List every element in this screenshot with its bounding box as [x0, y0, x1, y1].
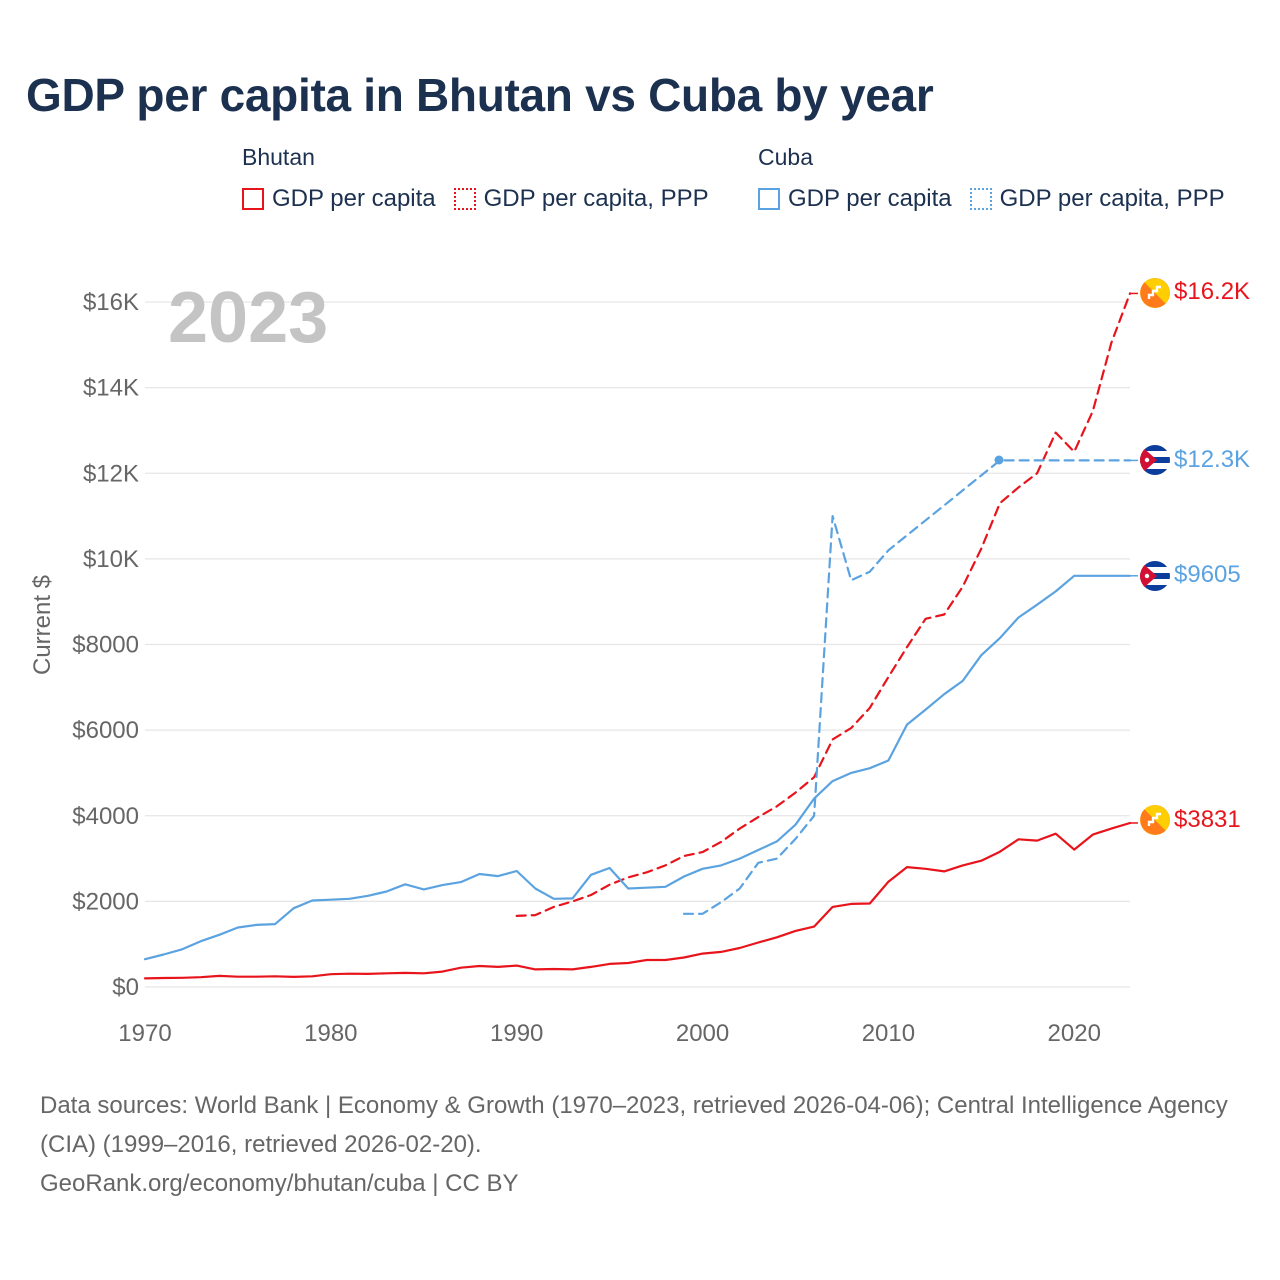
- bhutan-flag-icon: [1140, 805, 1170, 835]
- legend-item-cuba-gdp[interactable]: GDP per capita: [758, 185, 952, 213]
- bhutan-flag-icon: [1140, 278, 1170, 308]
- legend-group-bhutan: Bhutan GDP per capita GDP per capita, PP…: [242, 144, 709, 213]
- x-axis-ticks: 1970 1980 1990 2000 2010 2020: [118, 1020, 1101, 1047]
- series-line-bhutan-gdp-per-capita-ppp: [515, 292, 1132, 917]
- y-tick-label: $16K: [83, 289, 139, 316]
- series-line-cuba-gdp-per-capita-ppp: [682, 459, 1132, 915]
- cuba-ppp-last-point: [994, 455, 1004, 465]
- x-tick-label: 1990: [490, 1020, 543, 1047]
- x-tick-label: 2010: [862, 1020, 915, 1047]
- series-line-bhutan-gdp-per-capita: [143, 821, 1132, 980]
- legend-swatch-solid-icon: [758, 188, 780, 210]
- legend-item-label: GDP per capita: [788, 185, 952, 212]
- legend-swatch-dotted-icon: [453, 188, 476, 210]
- end-label-bhutan-ppp: $16.2K: [1174, 278, 1250, 305]
- y-tick-label: $8000: [72, 632, 139, 659]
- y-tick-label: $0: [112, 974, 139, 1001]
- page-title: GDP per capita in Bhutan vs Cuba by year: [26, 69, 934, 121]
- site-credit-link[interactable]: GeoRank.org/economy/bhutan/cuba | CC BY: [40, 1170, 519, 1197]
- y-tick-label: $12K: [83, 460, 139, 487]
- legend-item-bhutan-ppp[interactable]: GDP per capita, PPP: [453, 185, 709, 213]
- legend-swatch-solid-icon: [242, 188, 264, 210]
- y-tick-label: $4000: [72, 803, 139, 830]
- x-tick-label: 1980: [304, 1020, 357, 1047]
- cuba-flag-icon: [1140, 561, 1170, 591]
- legend-item-label: GDP per capita: [272, 185, 436, 212]
- legend-group-cuba: Cuba GDP per capita GDP per capita, PPP: [758, 144, 1225, 213]
- legend-swatch-dotted-icon: [969, 188, 992, 210]
- grid-lines: [145, 301, 1130, 988]
- end-label-bhutan-gdp: $3831: [1174, 806, 1241, 833]
- x-tick-label: 1970: [118, 1020, 171, 1047]
- legend-item-label: GDP per capita, PPP: [483, 185, 709, 212]
- legend-item-bhutan-gdp[interactable]: GDP per capita: [242, 185, 436, 213]
- footer: Data sources: World Bank | Economy & Gro…: [40, 1086, 1240, 1203]
- x-tick-label: 2000: [676, 1020, 729, 1047]
- series-line-cuba-gdp-per-capita: [143, 574, 1132, 961]
- y-axis-ticks: $0 $2000 $4000 $6000 $8000 $10K $12K $14K $16K: [72, 289, 139, 1001]
- year-watermark: 2023: [168, 278, 328, 358]
- y-axis-label: Current $: [29, 575, 56, 675]
- x-tick-label: 2020: [1048, 1020, 1101, 1047]
- legend-item-label: GDP per capita, PPP: [999, 185, 1225, 212]
- y-tick-label: $14K: [83, 375, 139, 402]
- series-lines: [143, 292, 1138, 980]
- y-tick-label: $10K: [83, 546, 139, 573]
- end-label-cuba-gdp: $9605: [1174, 561, 1241, 588]
- legend-item-cuba-ppp[interactable]: GDP per capita, PPP: [969, 185, 1225, 213]
- y-tick-label: $6000: [72, 717, 139, 744]
- legend-group-label: Cuba: [758, 144, 813, 170]
- cuba-flag-icon: [1140, 445, 1170, 475]
- end-label-cuba-ppp: $12.3K: [1174, 446, 1250, 473]
- data-sources-note: Data sources: World Bank | Economy & Gro…: [40, 1092, 1228, 1158]
- y-tick-label: $2000: [72, 888, 139, 915]
- legend-group-label: Bhutan: [242, 144, 315, 170]
